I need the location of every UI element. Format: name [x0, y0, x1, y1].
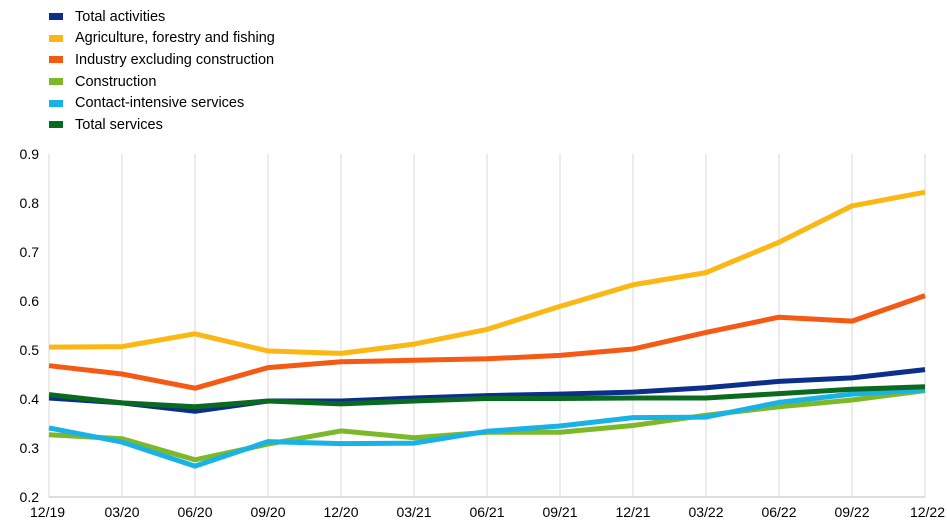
x-tick-label: 12/20 [323, 504, 358, 520]
legend-item: Industry excluding construction [49, 49, 275, 71]
series-lines [48, 189, 926, 469]
series-line [48, 387, 926, 469]
x-tick-label: 03/22 [688, 504, 723, 520]
legend-swatch [49, 121, 63, 129]
y-tick-label: 0.3 [20, 440, 40, 456]
series-line [48, 293, 926, 391]
legend-item: Contact-intensive services [49, 92, 275, 114]
legend-label: Total activities [75, 8, 166, 25]
series-line [48, 384, 926, 410]
legend: Total activities Agriculture, forestry a… [49, 6, 275, 136]
legend-swatch [49, 13, 63, 21]
legend-label: Construction [75, 73, 157, 90]
legend-label: Agriculture, forestry and fishing [75, 30, 275, 47]
x-tick-label: 03/21 [396, 504, 431, 520]
legend-label: Total services [75, 116, 163, 133]
x-tick-label: 09/21 [542, 504, 577, 520]
x-tick-label: 03/20 [104, 504, 139, 520]
series-line [48, 367, 926, 414]
series-line [48, 189, 926, 356]
y-tick-label: 0.6 [20, 293, 40, 309]
x-axis: 12/19 03/20 06/20 09/20 12/20 03/21 06/21 09/21… [30, 504, 945, 520]
y-tick-label: 0.5 [20, 342, 40, 358]
grid [48, 154, 926, 498]
legend-item: Agriculture, forestry and fishing [49, 28, 275, 50]
x-tick-label: 09/20 [250, 504, 285, 520]
x-tick-label: 12/19 [30, 504, 65, 520]
y-tick-label: 0.4 [20, 391, 40, 407]
legend-swatch [49, 78, 63, 86]
legend-label: Contact-intensive services [75, 95, 245, 112]
x-tick-label: 06/21 [469, 504, 504, 520]
x-tick-label: 09/22 [834, 504, 869, 520]
legend-swatch [49, 56, 63, 64]
y-tick-label: 0.7 [20, 244, 40, 260]
legend-item: Construction [49, 71, 275, 93]
legend-item: Total services [49, 114, 275, 136]
legend-swatch [49, 34, 63, 42]
legend-label: Industry excluding construction [75, 51, 275, 68]
legend-item: Total activities [49, 6, 275, 28]
y-tick-label: 0.2 [20, 489, 40, 505]
y-tick-label: 0.8 [20, 195, 40, 211]
x-tick-label: 12/21 [615, 504, 650, 520]
x-tick-label: 06/20 [177, 504, 212, 520]
x-tick-label: 12/22 [910, 504, 945, 520]
y-axis: 0.2 0.3 0.4 0.5 0.6 0.7 0.8 0.9 [20, 146, 40, 505]
x-tick-label: 06/22 [761, 504, 796, 520]
y-tick-label: 0.9 [20, 146, 40, 162]
legend-swatch [49, 99, 63, 107]
